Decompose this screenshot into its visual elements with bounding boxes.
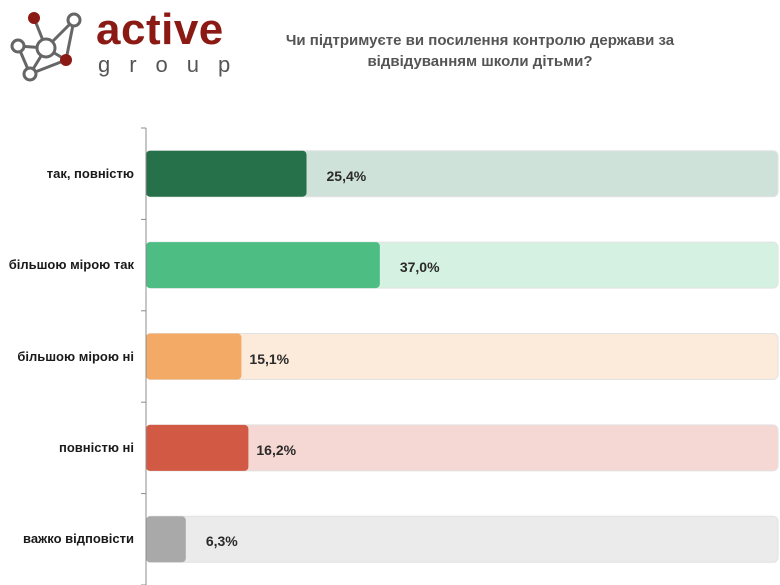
category-label: так, повністю: [46, 165, 134, 181]
data-label: 16,2%: [256, 441, 297, 458]
category-label: повністю ні: [58, 439, 134, 455]
bar: [146, 150, 307, 197]
bar-track: [145, 515, 779, 563]
data-label: 37,0%: [399, 259, 440, 276]
logo-network-icon: [10, 12, 82, 82]
data-label: 15,1%: [249, 350, 290, 367]
category-label: більшою мірою ні: [17, 348, 134, 364]
bar: [146, 242, 380, 289]
logo-wordmark: active: [96, 5, 224, 54]
data-label: 6,3%: [205, 533, 238, 550]
category-label: більшою мірою так: [8, 257, 134, 273]
category-label: важко відповісти: [23, 531, 134, 547]
logo-subtitle: group: [98, 52, 250, 77]
data-label: 25,4%: [326, 167, 367, 184]
bar: [146, 424, 249, 471]
bar: [146, 333, 242, 380]
chart-title: Чи підтримуєте ви посилення контролю дер…: [285, 32, 675, 70]
bar: [146, 516, 186, 563]
logo: active group: [0, 0, 240, 95]
